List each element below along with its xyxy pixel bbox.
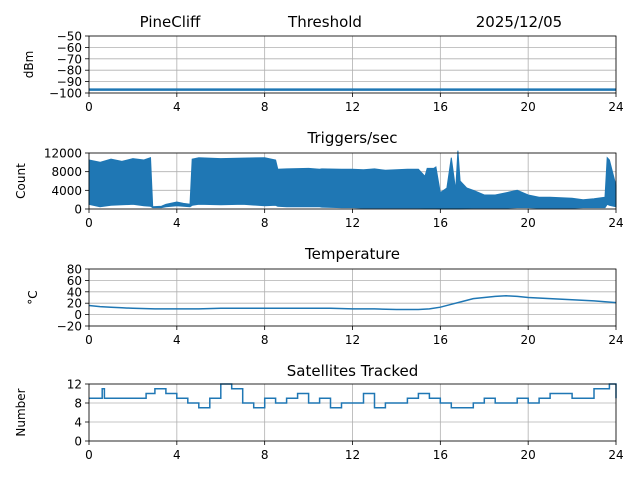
x-tick-label: 16 xyxy=(433,100,448,114)
x-tick-label: 24 xyxy=(608,448,623,462)
x-tick-label: 4 xyxy=(173,100,181,114)
subplot-1: 0 4 8 12 16 20 24 −100−90−80−70−60−50 dBm xyxy=(22,30,624,115)
x-tick-label: 16 xyxy=(433,448,448,462)
x-tick-label: 12 xyxy=(345,448,360,462)
x-tick-label: 0 xyxy=(85,216,93,230)
y-tick-label: 20 xyxy=(67,297,82,311)
y-tick-label: 80 xyxy=(67,263,82,277)
subplot-title: Satellites Tracked xyxy=(287,362,418,380)
x-tick-label: 8 xyxy=(261,216,269,230)
y-tick-label: 8 xyxy=(74,397,82,411)
y-tick-label: −20 xyxy=(57,320,82,334)
y-tick-label: −50 xyxy=(57,30,82,44)
x-tick-label: 0 xyxy=(85,100,93,114)
y-tick-label: 0 xyxy=(74,203,82,217)
x-tick-label: 8 xyxy=(261,100,269,114)
y-axis-label: Count xyxy=(14,163,28,199)
subplot-title: Triggers/sec xyxy=(307,129,398,147)
x-tick-label: 0 xyxy=(85,448,93,462)
y-axis-label: dBm xyxy=(22,51,36,79)
y-tick-label: 0 xyxy=(74,435,82,449)
y-tick-label: −90 xyxy=(57,75,82,89)
y-tick-label: 4000 xyxy=(51,184,82,198)
x-tick-label: 20 xyxy=(521,333,536,347)
x-tick-label: 4 xyxy=(173,216,181,230)
series-line xyxy=(88,295,617,311)
subplot-4: 0 4 8 12 16 20 24 0 4 8 12 Satellites Tracked Number xyxy=(14,362,624,462)
x-tick-label: 24 xyxy=(608,216,623,230)
x-tick-label: 16 xyxy=(433,216,448,230)
y-tick-label: 40 xyxy=(67,285,82,299)
y-tick-label: 60 xyxy=(67,274,82,288)
x-tick-label: 20 xyxy=(521,100,536,114)
x-tick-label: 20 xyxy=(521,448,536,462)
y-tick-label: −70 xyxy=(57,52,82,66)
threshold-title: Threshold xyxy=(287,13,362,31)
x-tick-label: 20 xyxy=(521,216,536,230)
y-tick-label: 8000 xyxy=(51,165,82,179)
x-tick-label: 12 xyxy=(345,216,360,230)
y-tick-label: 0 xyxy=(74,308,82,322)
x-tick-label: 8 xyxy=(261,448,269,462)
y-tick-label: −60 xyxy=(57,41,82,55)
y-axis-label: °C xyxy=(26,290,40,304)
y-tick-label: −100 xyxy=(49,87,82,101)
subplot-title: Temperature xyxy=(304,245,400,263)
date-label: 2025/12/05 xyxy=(476,13,562,31)
x-tick-label: 24 xyxy=(608,100,623,114)
x-tick-label: 24 xyxy=(608,333,623,347)
x-tick-label: 0 xyxy=(85,333,93,347)
y-tick-label: 12 xyxy=(67,378,82,392)
x-tick-label: 4 xyxy=(173,448,181,462)
x-tick-label: 8 xyxy=(261,333,269,347)
x-tick-label: 12 xyxy=(345,333,360,347)
y-tick-label: 12000 xyxy=(44,147,82,161)
x-tick-label: 12 xyxy=(345,100,360,114)
subplots: 0 4 8 12 16 20 24 −100−90−80−70−60−50 dBm 0 4 8 12 16… xyxy=(14,30,624,463)
x-tick-label: 16 xyxy=(433,333,448,347)
y-axis-label: Number xyxy=(14,388,28,436)
x-tick-label: 4 xyxy=(173,333,181,347)
series-line xyxy=(89,383,617,409)
subplot-2: 0 4 8 12 16 20 24 0 4000 8000 12000 Triggers/sec Cou… xyxy=(14,129,624,230)
y-tick-label: −80 xyxy=(57,64,82,78)
y-tick-label: 4 xyxy=(74,416,82,430)
station-label: PineCliff xyxy=(140,13,201,31)
